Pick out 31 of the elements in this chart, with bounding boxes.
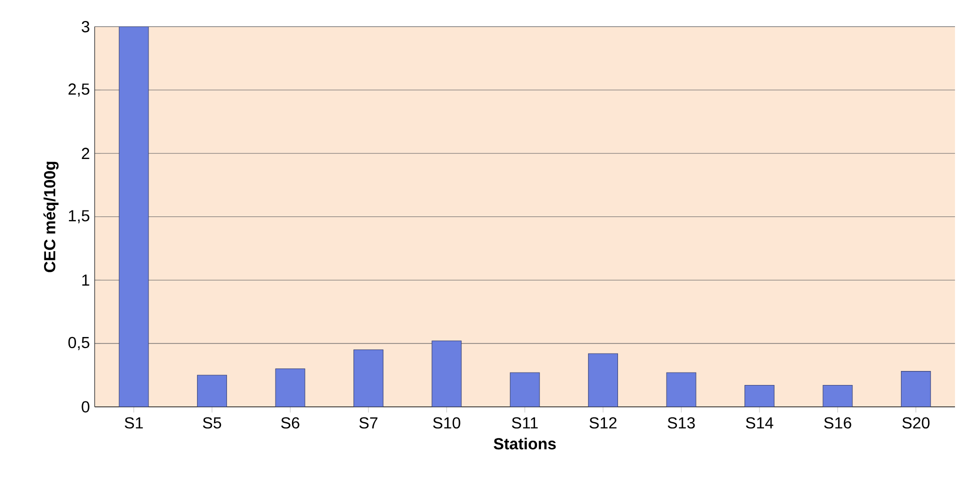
bar — [822, 385, 853, 408]
x-tick-label: S20 — [902, 417, 930, 429]
y-tick-label: 0,5 — [68, 337, 90, 350]
x-tick-label: S1 — [124, 417, 143, 429]
x-tick-label: S13 — [668, 417, 695, 429]
x-axis-title: Stations — [494, 438, 556, 450]
y-tick-label: 3 — [82, 21, 90, 33]
x-tick-label: S11 — [512, 417, 538, 429]
bar — [666, 372, 696, 408]
x-tick-label: S16 — [824, 417, 852, 429]
y-axis-title: CEC méq/100g — [43, 162, 59, 272]
bar — [197, 375, 227, 408]
bar — [510, 372, 540, 408]
bar — [432, 340, 462, 408]
y-tick-label: 2 — [82, 148, 90, 160]
bar — [353, 350, 384, 408]
y-tick-label: 2,5 — [68, 84, 90, 97]
x-tick-label: S10 — [433, 417, 460, 429]
bar — [588, 354, 618, 408]
bar — [900, 371, 931, 408]
x-tick-label: S6 — [281, 417, 300, 429]
x-tick-label: S7 — [359, 417, 378, 429]
bar — [118, 26, 149, 408]
y-tick-label: 1,5 — [68, 210, 90, 224]
bar — [275, 368, 306, 408]
y-tick-label: 1 — [82, 274, 90, 286]
x-tick-label: S12 — [590, 417, 616, 429]
x-tick-label: S14 — [746, 417, 774, 429]
y-tick-label: 0 — [82, 401, 90, 413]
x-tick-label: S5 — [202, 417, 222, 429]
bar — [744, 385, 774, 408]
